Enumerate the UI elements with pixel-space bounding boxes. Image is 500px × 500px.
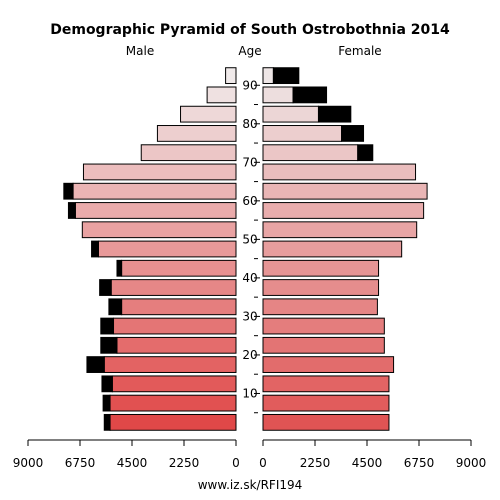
male-x-tick-label: 6750	[65, 456, 96, 470]
male-bar-40-44	[121, 259, 237, 277]
male-bar-25-29	[113, 317, 237, 335]
male-bar-70-74	[140, 144, 237, 162]
female-bar-0-4	[262, 413, 390, 431]
female-excess-bar-80-84	[317, 105, 352, 123]
age-tick-label: 70	[242, 155, 257, 169]
female-x-tick-label: 4500	[352, 456, 383, 470]
male-bar-50-54	[81, 221, 237, 239]
male-excess-bar-35-39	[99, 279, 112, 296]
male-bar-80-84	[180, 105, 237, 123]
age-tick-label: 60	[242, 194, 257, 208]
female-label: Female	[338, 44, 381, 58]
male-excess-bar-60-64	[63, 182, 74, 200]
source-label: www.iz.sk/RFI194	[198, 478, 303, 492]
age-tick-label: 30	[242, 309, 257, 323]
female-x-tick-label: 2250	[300, 456, 331, 470]
female-bar-30-34	[262, 298, 378, 316]
female-excess-bar-75-79	[341, 125, 365, 142]
chart-title: Demographic Pyramid of South Ostrobothni…	[50, 22, 450, 38]
female-bar-5-9	[262, 394, 390, 412]
female-bar-15-19	[262, 356, 395, 373]
female-bar-50-54	[262, 221, 418, 239]
male-excess-bar-40-44	[116, 259, 123, 277]
age-label: Age	[238, 44, 261, 58]
age-tick-label: 90	[242, 78, 257, 92]
male-bar-85-89	[206, 86, 237, 104]
male-excess-bar-30-34	[108, 298, 123, 316]
female-bar-10-14	[262, 375, 390, 393]
male-bar-15-19	[103, 356, 237, 373]
male-excess-bar-55-59	[67, 202, 76, 219]
female-x-tick-label: 6750	[404, 456, 435, 470]
female-excess-bar-70-74	[357, 144, 374, 162]
female-bar-65-69	[262, 163, 417, 181]
male-bar-10-14	[111, 375, 237, 393]
female-bar-25-29	[262, 317, 385, 335]
female-excess-bar-90+	[272, 67, 300, 85]
age-tick-label: 40	[242, 271, 257, 285]
male-bar-45-49	[97, 240, 237, 258]
age-axis: 10 20 30 40 50 60 70 80 90	[242, 78, 260, 414]
male-bar-90+	[225, 67, 237, 85]
female-x-tick-label: 0	[259, 456, 267, 470]
x-axis: 0 0 2250 2250 4500 4500 6750 6750 9000 9000	[13, 439, 487, 470]
female-bar-35-39	[262, 279, 380, 296]
female-bar-55-59	[262, 202, 425, 219]
male-excess-bar-20-24	[100, 336, 118, 354]
male-bar-65-69	[82, 163, 237, 181]
age-tick-label: 80	[242, 117, 257, 131]
female-bar-20-24	[262, 336, 385, 354]
female-excess-bar-85-89	[292, 86, 328, 104]
male-bar-30-34	[121, 298, 237, 316]
male-bar-20-24	[116, 336, 237, 354]
female-bar-45-49	[262, 240, 403, 258]
bars-group	[63, 67, 428, 431]
male-x-tick-label: 9000	[13, 456, 44, 470]
male-label: Male	[126, 44, 154, 58]
male-bar-0-4	[109, 413, 237, 431]
male-bar-35-39	[110, 279, 237, 296]
female-bar-60-64	[262, 182, 428, 200]
male-excess-bar-10-14	[101, 375, 113, 393]
male-excess-bar-25-29	[100, 317, 115, 335]
male-bar-5-9	[109, 394, 237, 412]
male-bar-60-64	[72, 182, 237, 200]
male-x-tick-label: 0	[232, 456, 240, 470]
male-excess-bar-0-4	[103, 413, 111, 431]
female-x-tick-label: 9000	[456, 456, 487, 470]
male-x-tick-label: 2250	[169, 456, 200, 470]
age-tick-label: 10	[242, 386, 257, 400]
female-bar-70-74	[262, 144, 359, 162]
female-bar-75-79	[262, 125, 343, 142]
female-bar-80-84	[262, 105, 319, 123]
age-tick-label: 50	[242, 232, 257, 246]
female-bar-90+	[262, 67, 274, 85]
male-x-tick-label: 4500	[117, 456, 148, 470]
female-bar-40-44	[262, 259, 380, 277]
male-excess-bar-45-49	[91, 240, 99, 258]
male-bar-55-59	[74, 202, 237, 219]
age-tick-label: 20	[242, 348, 257, 362]
female-bar-85-89	[262, 86, 294, 104]
male-excess-bar-5-9	[102, 394, 111, 412]
male-bar-75-79	[156, 125, 237, 142]
male-excess-bar-15-19	[86, 356, 105, 373]
